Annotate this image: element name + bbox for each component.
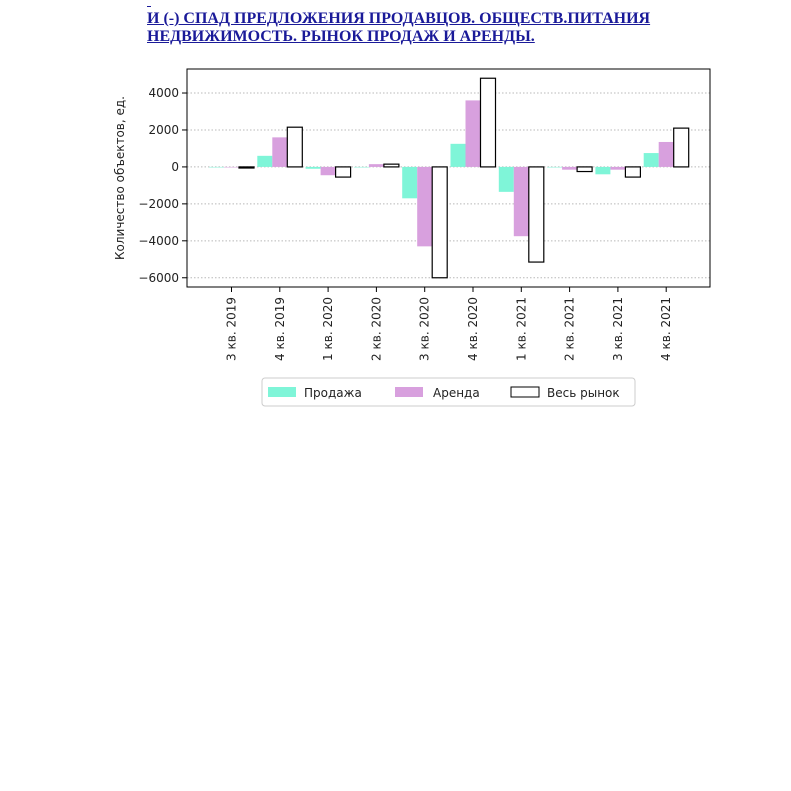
bar-rent — [272, 137, 288, 167]
bar-market — [528, 166, 545, 263]
bar-sale — [643, 153, 659, 167]
y-tick-label: 0 — [171, 160, 179, 174]
legend-label: Аренда — [433, 386, 480, 400]
x-tick-label: 1 кв. 2021 — [514, 297, 528, 361]
bar-sale — [402, 166, 418, 199]
y-tick-label: 2000 — [148, 123, 179, 137]
x-tick-label: 1 кв. 2020 — [321, 297, 335, 361]
x-tick-label: 4 кв. 2021 — [659, 297, 673, 361]
bar-market — [576, 166, 593, 173]
bar-sale — [209, 166, 224, 168]
bar-rent — [513, 166, 529, 237]
bar-sale — [353, 166, 369, 168]
bar-market — [673, 127, 690, 168]
bar-sale — [498, 166, 514, 192]
bar-market — [335, 166, 352, 178]
bar-market — [431, 166, 448, 279]
x-tick-label: 2 кв. 2020 — [369, 297, 383, 361]
y-tick-label: −4000 — [138, 234, 179, 248]
x-tick-label: 3 кв. 2021 — [611, 297, 625, 361]
legend-swatch — [268, 387, 296, 397]
legend-box — [261, 377, 636, 407]
heading-line-1[interactable]: И (-) СПАД ПРЕДЛОЖЕНИЯ ПРОДАВЦОВ. ОБЩЕСТ… — [147, 10, 651, 27]
heading-cut-line — [147, 0, 777, 10]
bar-market — [383, 163, 400, 168]
bar-market — [238, 166, 255, 169]
plot-frame — [186, 68, 711, 288]
bar-market — [624, 166, 642, 178]
x-tick-label: 3 кв. 2020 — [418, 297, 432, 361]
x-tick-label: 2 кв. 2021 — [563, 297, 577, 361]
bar-rent — [224, 166, 239, 168]
x-tick-label: 4 кв. 2020 — [466, 297, 480, 361]
bar-sale — [450, 143, 466, 167]
chart-heading: И (-) СПАД ПРЕДЛОЖЕНИЯ ПРОДАВЦОВ. ОБЩЕСТ… — [147, 0, 777, 46]
bar-sale — [305, 166, 321, 169]
bar-chart: 4000 2000 0 −2000 −4000 −6000 3 кв. 2019 4 кв. … — [113, 68, 711, 407]
y-tick-label: −6000 — [138, 271, 179, 285]
bar-rent — [465, 100, 481, 167]
x-tick-label: 3 кв. 2019 — [225, 297, 239, 361]
bar-rent — [320, 166, 336, 176]
bar-market — [286, 126, 303, 168]
heading-hidden-line — [147, 0, 151, 10]
heading-line-2[interactable]: НЕДВИЖИМОСТЬ. РЫНОК ПРОДАЖ И АРЕНДЫ. — [147, 28, 535, 45]
y-tick-label: 4000 — [148, 86, 179, 100]
bar-rent — [658, 141, 674, 167]
bar-sale — [257, 155, 273, 167]
bar-rent — [610, 166, 626, 170]
legend-swatch — [510, 386, 540, 398]
bar-sale — [547, 166, 563, 168]
legend-label: Весь рынок — [547, 386, 620, 400]
y-axis-label: Количество объектов, ед. — [113, 96, 127, 260]
x-tick-label: 4 кв. 2019 — [273, 297, 287, 361]
bar-rent — [417, 166, 433, 247]
bar-sale — [595, 166, 611, 175]
y-tick-label: −2000 — [138, 197, 179, 211]
bar-rent — [562, 166, 578, 170]
legend-label: Продажа — [304, 386, 362, 400]
legend-swatch — [395, 387, 423, 397]
bar-rent — [368, 164, 384, 167]
bar-market — [479, 77, 497, 168]
